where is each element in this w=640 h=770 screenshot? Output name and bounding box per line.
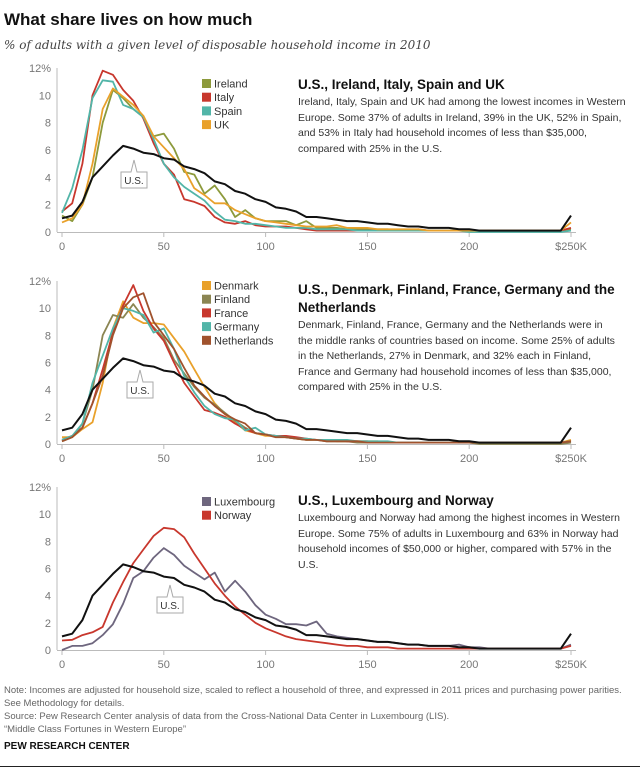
y-tick-label: 10: [39, 303, 51, 315]
chart-panel-3: 0 2 4 6 8 10 12% 0 50 100 150 200 $250K LuxembourgNor…: [29, 482, 588, 671]
brand-label: PEW RESEARCH CENTER: [4, 741, 130, 752]
report-text: “Middle Class Fortunes in Western Europe…: [4, 724, 186, 735]
legend-label-norway: Norway: [214, 510, 252, 522]
y-tick-label: 8: [45, 536, 51, 548]
y-tick-label: 4: [45, 385, 51, 397]
y-tick-label: 12%: [29, 63, 51, 75]
x-tick-label: $250K: [555, 659, 587, 671]
legend-swatch-uk: [202, 120, 211, 130]
legend-swatch-ireland: [202, 79, 211, 88]
note-text: Note: Incomes are adjusted for household…: [4, 685, 622, 709]
series-line-us: [61, 144, 572, 232]
panel-2-body: Denmark, Finland, France, Germany and th…: [298, 319, 615, 393]
chart-panel-2: 0 2 4 6 8 10 12% 0 50 100 150 200 $250K DenmarkFinlan…: [29, 276, 588, 465]
y-tick-label: 10: [39, 90, 51, 102]
y-tick-label: 2: [45, 200, 51, 212]
legend-label-uk: UK: [214, 120, 230, 132]
legend-swatch-luxembourg: [202, 497, 211, 506]
footer-notes: Note: Incomes are adjusted for household…: [4, 684, 636, 736]
x-tick-label: 50: [158, 453, 170, 465]
y-tick-label: 8: [45, 118, 51, 130]
x-tick-label: 150: [358, 241, 376, 253]
us-callout-box: [126, 369, 154, 399]
legend-label-finland: Finland: [214, 294, 250, 306]
legend-label-luxembourg: Luxembourg: [214, 497, 275, 509]
y-tick-label: 4: [45, 172, 51, 184]
legend-swatch-denmark: [202, 281, 211, 290]
y-tick-label: 12%: [29, 276, 51, 288]
y-tick-label: 6: [45, 358, 51, 370]
legend-swatch-finland: [202, 294, 211, 304]
legend-swatch-netherlands: [202, 335, 211, 345]
legend-label-denmark: Denmark: [214, 281, 259, 293]
panel-3-text: U.S., Luxembourg and Norway Luxembourg a…: [298, 492, 628, 573]
y-tick-label: 4: [45, 591, 51, 603]
y-tick-label: 2: [45, 618, 51, 630]
y-tick-label: 2: [45, 412, 51, 424]
chart-subtitle: % of adults with a given level of dispos…: [4, 38, 431, 52]
panel-3-heading: U.S., Luxembourg and Norway: [298, 493, 494, 508]
y-tick-label: 12%: [29, 482, 51, 494]
x-tick-label: 150: [358, 659, 376, 671]
y-tick-label: 0: [45, 227, 51, 239]
legend-swatch-germany: [202, 322, 211, 332]
chart-title: What share lives on how much: [4, 10, 253, 29]
y-tick-label: 6: [45, 145, 51, 157]
panel-2-heading: U.S., Denmark, Finland, France, Germany …: [298, 282, 615, 315]
us-callout-label: U.S.: [130, 386, 149, 397]
us-callout-box: [156, 584, 184, 614]
x-tick-label: 200: [460, 659, 478, 671]
series-line-us: [61, 563, 572, 650]
y-tick-label: 8: [45, 330, 51, 342]
legend-label-netherlands: Netherlands: [214, 335, 274, 347]
y-tick-label: 0: [45, 439, 51, 451]
bottom-rule: [0, 766, 640, 767]
x-tick-label: 100: [256, 659, 274, 671]
panel-1-body: Ireland, Italy, Spain and UK had among t…: [298, 96, 626, 155]
legend-swatch-france: [202, 308, 211, 318]
x-tick-label: 100: [256, 453, 274, 465]
y-tick-label: 10: [39, 509, 51, 521]
series-line-us: [61, 357, 572, 444]
panel-1-text: U.S., Ireland, Italy, Spain and UK Irela…: [298, 76, 628, 157]
us-callout-label: U.S.: [124, 176, 143, 187]
legend-swatch-norway: [202, 510, 211, 520]
y-tick-label: 0: [45, 645, 51, 657]
us-callout-label: U.S.: [160, 601, 179, 612]
panel-1-heading: U.S., Ireland, Italy, Spain and UK: [298, 77, 505, 92]
x-tick-label: 100: [256, 241, 274, 253]
x-tick-label: 200: [460, 241, 478, 253]
legend-label-spain: Spain: [214, 106, 242, 118]
legend-label-germany: Germany: [214, 322, 260, 334]
panel-2-text: U.S., Denmark, Finland, France, Germany …: [298, 281, 618, 396]
y-tick-label: 6: [45, 564, 51, 576]
legend-swatch-spain: [202, 106, 211, 116]
x-tick-label: 0: [59, 241, 65, 253]
x-tick-label: $250K: [555, 241, 587, 253]
x-tick-label: $250K: [555, 453, 587, 465]
panel-3-body: Luxembourg and Norway had among the high…: [298, 512, 620, 571]
x-tick-label: 50: [158, 659, 170, 671]
x-tick-label: 200: [460, 453, 478, 465]
legend-label-ireland: Ireland: [214, 79, 248, 91]
x-tick-label: 150: [358, 453, 376, 465]
x-tick-label: 50: [158, 241, 170, 253]
x-tick-label: 0: [59, 453, 65, 465]
legend-label-italy: Italy: [214, 92, 235, 104]
us-callout-box: [120, 159, 148, 189]
x-tick-label: 0: [59, 659, 65, 671]
legend-swatch-italy: [202, 92, 211, 102]
source-text: Source: Pew Research Center analysis of …: [4, 711, 450, 722]
legend-label-france: France: [214, 308, 248, 320]
